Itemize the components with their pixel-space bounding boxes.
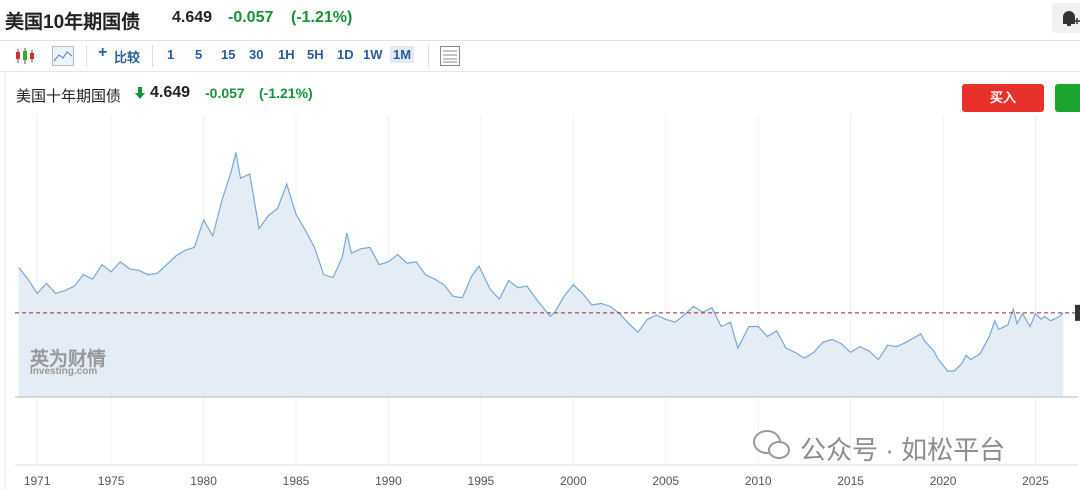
legend-change: -0.057 xyxy=(205,85,245,101)
interval-button[interactable]: 1H xyxy=(278,47,295,62)
change: -0.057 xyxy=(228,9,274,26)
header-bar: 美国10年期国债 4.649 -0.057 (-1.21%) xyxy=(0,0,1080,41)
x-tick-label: 1985 xyxy=(283,474,310,488)
x-tick-label: 2025 xyxy=(1022,474,1049,488)
interval-button[interactable]: 1W xyxy=(363,47,383,62)
plus-icon: + xyxy=(98,44,108,61)
x-tick-label: 1971 xyxy=(24,474,51,488)
watermark-wechat: 公众号 · 如松平台 xyxy=(800,435,1006,465)
interval-button[interactable]: 5H xyxy=(307,47,324,62)
interval-button[interactable]: 1D xyxy=(337,47,354,62)
watermark-logo: 英为财情 xyxy=(30,349,107,370)
interval-button[interactable]: 1M xyxy=(390,46,415,63)
legend-price: 4.649 xyxy=(150,84,191,101)
toolbar: + 比较 1 5 15 30 1H 5H 1D 1W 1M xyxy=(0,41,1080,72)
x-tick-label: 2005 xyxy=(652,474,679,488)
x-tick-label: 2015 xyxy=(837,474,864,488)
interval-button[interactable]: 15 xyxy=(221,47,236,62)
legend-change-pct: (-1.21%) xyxy=(259,85,313,101)
interval-button[interactable]: 5 xyxy=(195,47,203,62)
separator xyxy=(152,45,153,67)
price-tag xyxy=(1075,304,1080,321)
separator xyxy=(428,45,429,67)
x-tick-label: 1995 xyxy=(468,474,495,488)
x-tick-label: 2000 xyxy=(560,474,587,488)
area xyxy=(18,152,1064,397)
separator xyxy=(86,45,87,67)
watermark-logo-en: Investing.com xyxy=(30,366,98,377)
change-pct: (-1.21%) xyxy=(291,9,353,26)
chart: 1971 1975 1980 1985 1990 1995 2000 2005 2010 2015… xyxy=(4,72,1080,490)
down-arrow xyxy=(135,87,145,99)
legend-name: 美国十年期国债 xyxy=(16,88,122,105)
wechat-icon xyxy=(753,430,790,459)
layout-icon[interactable] xyxy=(440,46,460,66)
x-tick-label: 1990 xyxy=(375,474,402,488)
interval-button[interactable]: 1 xyxy=(167,47,175,62)
area-icon[interactable] xyxy=(52,46,74,66)
x-tick-label: 2010 xyxy=(745,474,772,488)
instrument-title: 美国10年期国债 xyxy=(5,12,141,33)
interval-button[interactable]: 30 xyxy=(249,47,264,62)
x-tick-label: 1980 xyxy=(190,474,217,488)
x-tick-label: 1975 xyxy=(98,474,125,488)
bell-icon xyxy=(1063,11,1080,26)
price: 4.649 xyxy=(172,9,213,26)
alert-button[interactable] xyxy=(1052,3,1080,33)
sell-button[interactable] xyxy=(1055,84,1080,112)
compare-button[interactable]: 比较 xyxy=(114,50,141,65)
buy-button[interactable]: 买入 xyxy=(962,84,1044,112)
x-tick-label: 2020 xyxy=(930,474,957,488)
candle-icon[interactable] xyxy=(14,47,36,65)
line xyxy=(18,152,1064,372)
